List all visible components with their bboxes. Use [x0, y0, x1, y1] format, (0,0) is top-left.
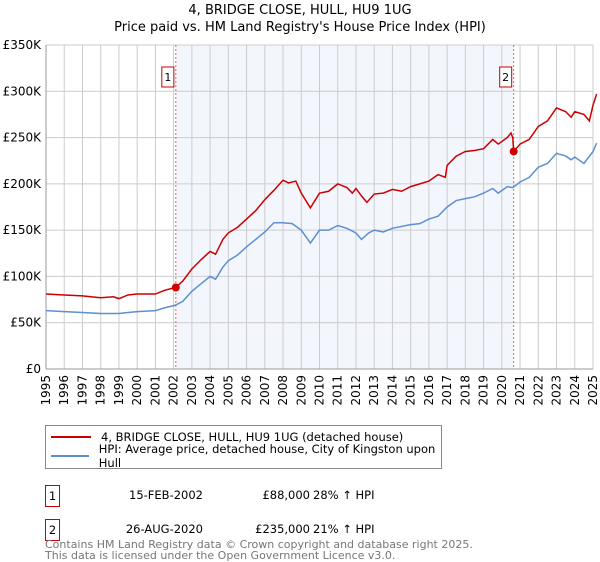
- x-tick-label: 2024: [568, 375, 582, 406]
- y-tick-label: £0: [26, 362, 41, 376]
- x-tick-label: 2023: [550, 375, 564, 406]
- x-tick-label: 2001: [148, 375, 162, 406]
- legend-item-hpi: HPI: Average price, detached house, City…: [51, 442, 441, 470]
- x-tick-label: 2009: [294, 375, 308, 406]
- x-tick-label: 2017: [440, 375, 454, 406]
- legend-label: HPI: Average price, detached house, City…: [98, 442, 436, 470]
- x-tick-label: 2004: [203, 375, 217, 406]
- legend-swatch: [51, 455, 89, 457]
- sale-period-shading: [175, 45, 514, 369]
- footer-line: Contains HM Land Registry data © Crown c…: [45, 538, 473, 551]
- y-tick-label: £300K: [3, 84, 43, 98]
- sale-point: [171, 283, 180, 292]
- sale-label: 1: [164, 71, 171, 84]
- chart-title: 4, BRIDGE CLOSE, HULL, HU9 1UG: [188, 3, 412, 18]
- sale-badge: 2: [45, 519, 60, 541]
- sale-date: 15-FEB-2002: [129, 488, 203, 502]
- x-tick-label: 2022: [531, 375, 545, 406]
- x-tick-label: 2025: [586, 375, 600, 406]
- chart-subtitle: Price paid vs. HM Land Registry's House …: [114, 20, 486, 35]
- y-tick-label: £250K: [3, 131, 43, 145]
- x-tick-label: 2014: [385, 375, 399, 406]
- footer: Contains HM Land Registry data © Crown c…: [45, 539, 473, 561]
- y-tick-label: £100K: [3, 269, 43, 283]
- sale-point: [509, 147, 518, 156]
- x-tick-label: 2002: [167, 375, 181, 406]
- sale-hpi: 28% ↑ HPI: [313, 488, 375, 502]
- x-tick-label: 2016: [422, 375, 436, 406]
- sale-price: £88,000: [262, 488, 310, 502]
- price-chart: £0 £50K £100K £150K £200K £250K £300K £350K 1995…: [3, 38, 600, 406]
- x-tick-label: 2015: [404, 375, 418, 406]
- x-tick-label: 2000: [130, 375, 144, 406]
- y-tick-label: £150K: [3, 223, 43, 237]
- x-tick-label: 1999: [112, 375, 126, 406]
- x-tick-label: 2003: [185, 375, 199, 406]
- property-price-line: [45, 93, 598, 300]
- x-tick-label: 1997: [75, 375, 89, 406]
- legend-item-property: 4, BRIDGE CLOSE, HULL, HU9 1UG (detached…: [51, 428, 403, 446]
- legend-swatch: [51, 436, 91, 438]
- sale-hpi: 21% ↑ HPI: [313, 522, 375, 536]
- sale-row: 1 15-FEB-2002 £88,000 28% ↑ HPI: [45, 485, 445, 507]
- sale-badge: 1: [45, 485, 60, 507]
- x-tick-label: 2007: [258, 375, 272, 406]
- hpi-line: [45, 142, 598, 315]
- y-tick-label: £50K: [10, 316, 42, 330]
- sale-label-box: [499, 66, 513, 88]
- legend: 4, BRIDGE CLOSE, HULL, HU9 1UG (detached…: [45, 425, 442, 470]
- x-tick-label: 2018: [458, 375, 472, 406]
- sale-date: 26-AUG-2020: [125, 522, 203, 536]
- x-tick-label: 2021: [513, 375, 527, 406]
- x-tick-label: 2019: [477, 375, 491, 406]
- x-tick-label: 2006: [240, 375, 254, 406]
- x-tick-label: 2011: [331, 375, 345, 406]
- x-tick-label: 1998: [94, 375, 108, 406]
- legend-label: 4, BRIDGE CLOSE, HULL, HU9 1UG (detached…: [101, 430, 404, 444]
- y-tick-label: £350K: [3, 38, 43, 52]
- x-tick-label: 2020: [495, 375, 509, 406]
- x-tick-label: 2008: [276, 375, 290, 406]
- sale-label: 2: [502, 71, 509, 84]
- x-tick-label: 2013: [367, 375, 381, 406]
- x-tick-label: 1996: [57, 375, 71, 406]
- x-tick-label: 2012: [349, 375, 363, 406]
- sale-price: £235,000: [255, 522, 310, 536]
- footer-line: This data is licensed under the Open Gov…: [45, 549, 396, 562]
- x-tick-label: 1995: [39, 375, 53, 406]
- sale-label-box: [161, 66, 175, 88]
- x-tick-label: 2010: [313, 375, 327, 406]
- y-tick-label: £200K: [3, 177, 43, 191]
- sale-row: 2 26-AUG-2020 £235,000 21% ↑ HPI: [45, 519, 445, 541]
- x-tick-label: 2005: [221, 375, 235, 406]
